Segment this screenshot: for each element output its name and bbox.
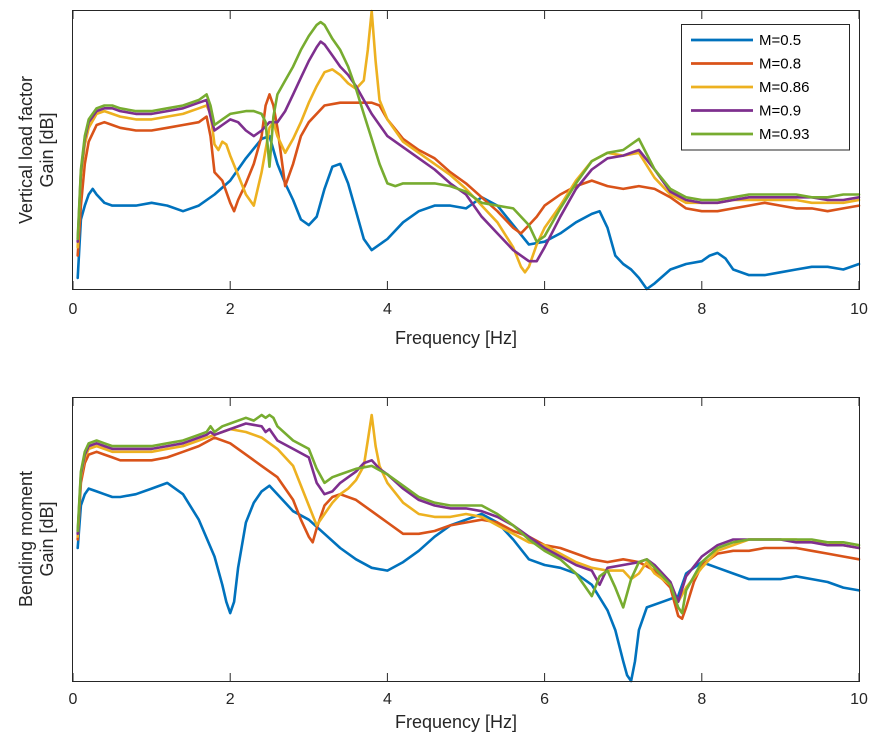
y-axis-label: Bending moment Gain [dB] <box>16 471 57 607</box>
x-axis-label: Frequency [Hz] <box>395 328 517 348</box>
x-tick-label: 10 <box>850 691 868 708</box>
x-tick-label: 0 <box>69 691 78 708</box>
series-line-m-0-8 <box>76 93 861 257</box>
plot-frame <box>72 10 860 290</box>
legend-label: M=0.9 <box>759 103 801 120</box>
x-tick-label: 6 <box>540 691 549 708</box>
panel-top: Vertical load factor Gain [dB] 0 2 4 6 8 10 F… <box>16 9 868 348</box>
legend-label: M=0.86 <box>759 79 809 96</box>
x-axis-label: Frequency [Hz] <box>395 712 517 732</box>
x-axis-ticks: 0 2 4 6 8 10 <box>69 398 868 708</box>
series-line-m-0-5 <box>76 481 861 683</box>
x-tick-label: 6 <box>540 301 549 318</box>
series-line-m-0-86 <box>76 9 861 274</box>
x-tick-label: 10 <box>850 301 868 318</box>
series-line-m-0-5 <box>76 134 861 291</box>
x-tick-label: 4 <box>383 301 392 318</box>
series-layer <box>76 9 861 291</box>
series-layer <box>76 413 861 683</box>
x-tick-label: 0 <box>69 301 78 318</box>
x-axis-ticks: 0 2 4 6 8 10 <box>69 11 868 318</box>
x-tick-label: 8 <box>697 691 706 708</box>
y-axis-label-line-1: Bending moment <box>16 471 36 607</box>
y-axis-label-line-2: Gain [dB] <box>37 501 57 576</box>
series-line-m-0-8 <box>76 436 861 621</box>
x-tick-label: 8 <box>697 301 706 318</box>
legend-label: M=0.93 <box>759 126 809 143</box>
legend-label: M=0.8 <box>759 56 801 73</box>
x-tick-label: 4 <box>383 691 392 708</box>
y-axis-label: Vertical load factor Gain [dB] <box>16 76 57 224</box>
legend-label: M=0.5 <box>759 32 801 49</box>
plot-frame <box>72 397 860 682</box>
legend: M=0.5 M=0.8 M=0.86 M=0.9 M=0.93 <box>681 24 850 151</box>
x-tick-label: 2 <box>226 691 235 708</box>
series-line-m-0-93 <box>76 413 861 615</box>
y-axis-label-line-1: Vertical load factor <box>16 76 36 224</box>
panel-bottom: Bending moment Gain [dB] 0 2 4 6 8 10 Frequen… <box>16 397 868 732</box>
y-axis-label-line-2: Gain [dB] <box>37 112 57 187</box>
x-tick-label: 2 <box>226 301 235 318</box>
series-line-m-0-93 <box>76 20 861 243</box>
